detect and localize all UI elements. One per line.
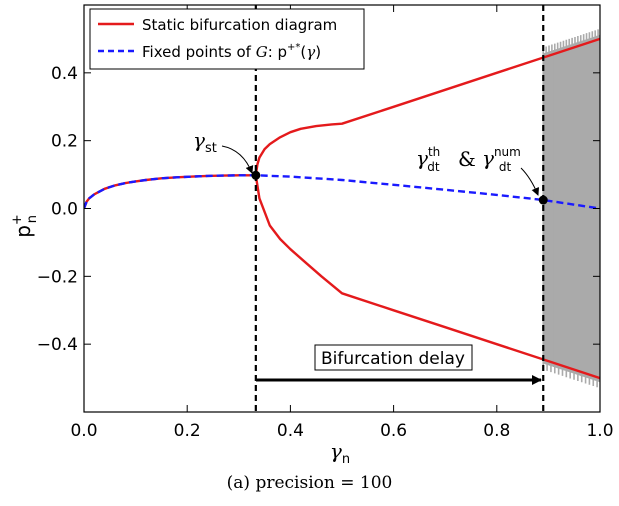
static-bifurcation-branch-1 (254, 37, 600, 176)
y-axis-label: p+n (10, 214, 40, 238)
bifurcation-point-0 (251, 170, 261, 180)
x-tick-label: 1.0 (586, 421, 613, 441)
x-tick-label: 0.0 (70, 421, 97, 441)
gamma-dt-label: γth dt & γnum dt (416, 145, 521, 174)
delay-label-box (314, 344, 473, 371)
plot-area (84, 5, 600, 412)
fixed-points-line (84, 174, 600, 210)
oscillation-band-layer (542, 29, 600, 388)
ticks-layer: 0.0 0.2 0.4 0.6 0.8 1.0 −0.4 −0.2 0.0 0.2 0.4 (37, 5, 614, 441)
svg-text:&: & (458, 147, 476, 171)
legend-label-fixed: Fixed points of G: p+*(γ) (142, 42, 321, 61)
y-tick-label: 0.0 (51, 200, 78, 220)
x-axis-label: γn (330, 439, 350, 467)
gamma-dt-arrow (520, 167, 540, 196)
x-tick-label: 0.8 (483, 421, 510, 441)
bifurcation-chart: 0.0 0.2 0.4 0.6 0.8 1.0 −0.4 −0.2 0.0 0.2 0.4 γn p… (10, 4, 614, 467)
points-layer (251, 170, 548, 205)
legend: Static bifurcation diagram Fixed points … (89, 8, 365, 70)
figure-caption: (a) precision = 100 (226, 473, 393, 493)
y-tick-label: −0.4 (37, 335, 78, 355)
x-tick-label: 0.2 (174, 421, 201, 441)
y-tick-label: 0.2 (51, 132, 78, 152)
y-tick-label: −0.2 (37, 267, 78, 287)
vertical-lines-layer (254, 5, 545, 412)
series-layer (84, 37, 600, 380)
x-tick-label: 0.6 (380, 421, 407, 441)
bifurcation-point-1 (538, 195, 548, 205)
y-tick-label: 0.4 (51, 64, 78, 84)
legend-label-static: Static bifurcation diagram (142, 16, 337, 34)
static-bifurcation-branch-2 (254, 175, 600, 380)
legend-box (89, 8, 365, 70)
x-tick-label: 0.4 (277, 421, 304, 441)
delay-label: Bifurcation delay (321, 349, 465, 369)
gamma-st-arrow (221, 145, 254, 174)
